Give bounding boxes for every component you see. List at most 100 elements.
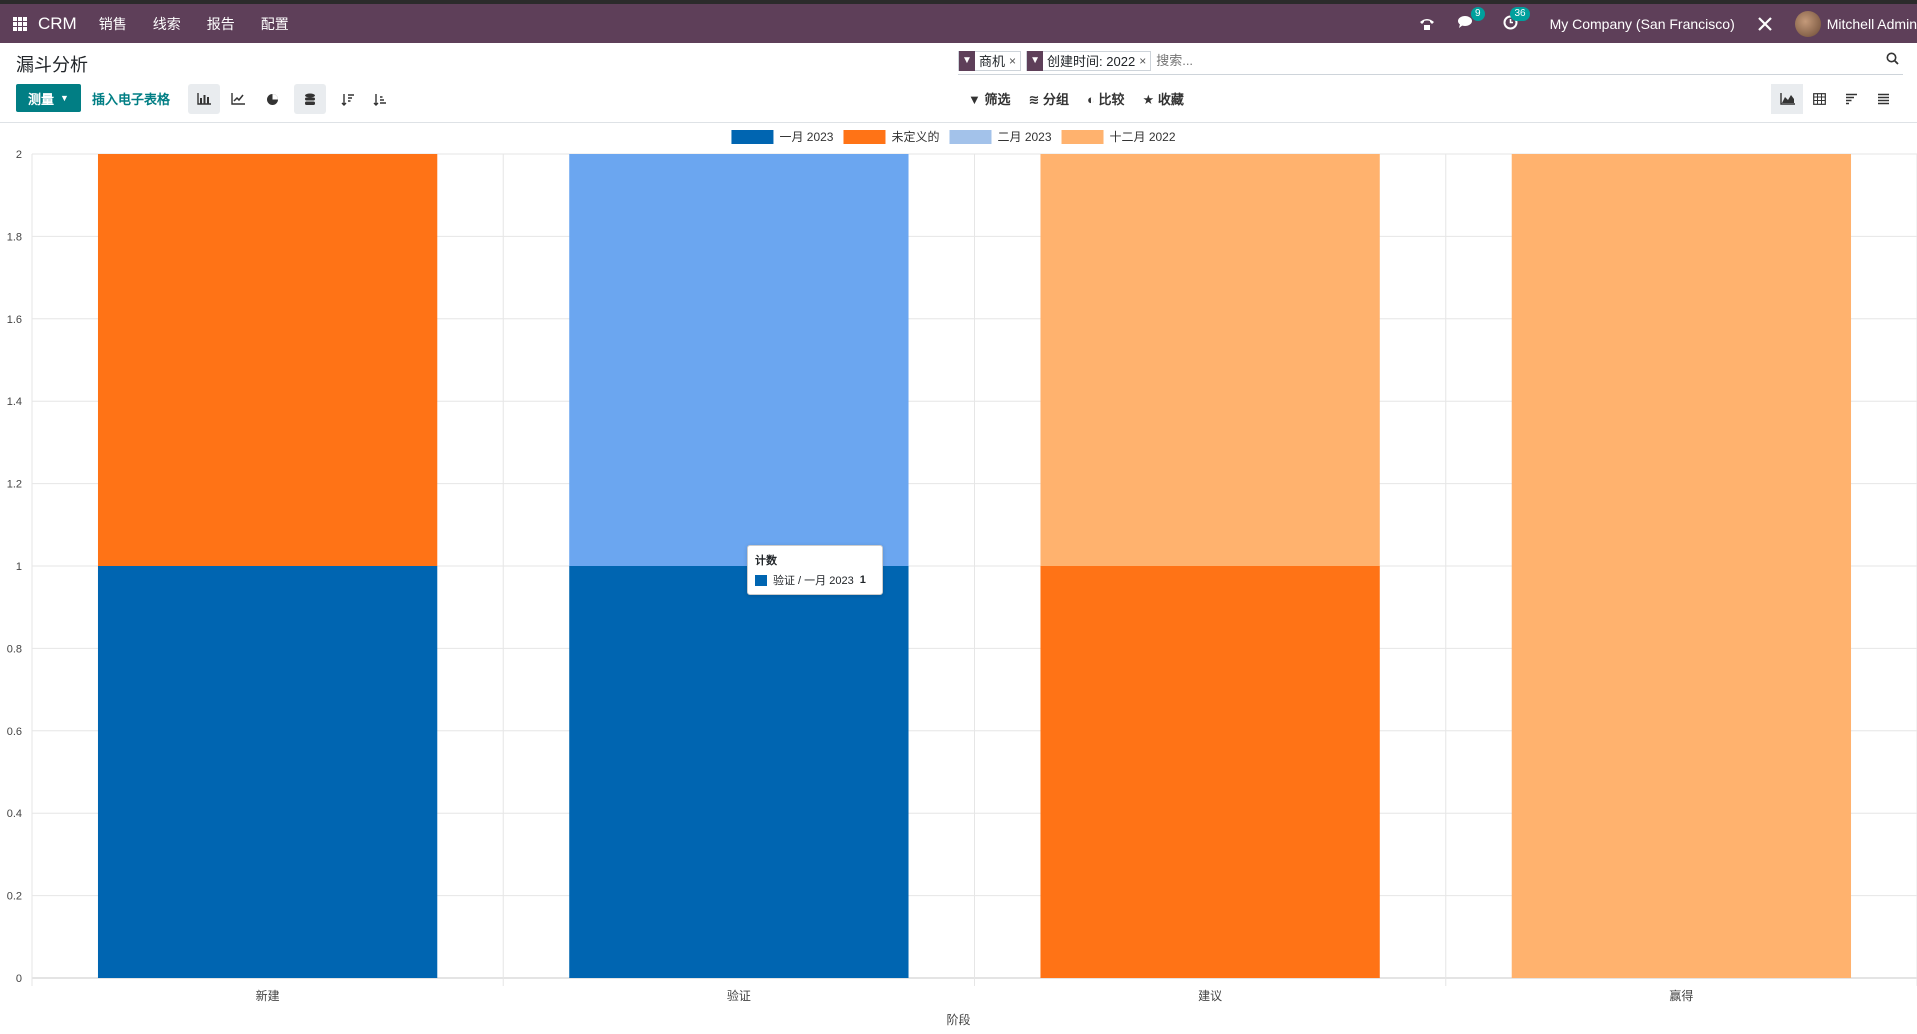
- sort-ascending-button[interactable]: [364, 84, 396, 114]
- y-tick-label: 1.2: [7, 479, 22, 491]
- y-tick-label: 0: [16, 973, 22, 985]
- search-facet-created[interactable]: ▼ 创建时间: 2022 ×: [1026, 50, 1152, 71]
- y-tick-label: 1: [16, 561, 22, 573]
- x-tick-label: 建议: [1198, 989, 1222, 1003]
- filter-toggle[interactable]: ▼ 筛选: [968, 91, 1011, 107]
- layers-icon: ≋: [1028, 91, 1040, 107]
- measure-label: 测量: [28, 91, 55, 107]
- menu-leads[interactable]: 线索: [152, 15, 181, 32]
- y-tick-label: 2: [16, 149, 22, 161]
- legend-swatch[interactable]: [1061, 130, 1104, 144]
- legend-swatch[interactable]: [843, 130, 886, 144]
- graph-area: 0 0.2 0.4 0.6 0.8 1 1.2 1.4 1.6 1.8 2 新建 验证 建议 赢得 阶段 一月 …: [0, 123, 1917, 1029]
- chart-bar[interactable]: [97, 566, 438, 978]
- caret-down-icon: ▼: [60, 93, 69, 103]
- menu-configuration[interactable]: 配置: [260, 15, 289, 32]
- pivot-view-button[interactable]: [1803, 84, 1835, 114]
- sort-descending-button[interactable]: [332, 84, 364, 114]
- list-view-button[interactable]: [1867, 84, 1899, 114]
- company-switcher[interactable]: My Company (San Francisco): [1549, 15, 1735, 32]
- messages-button[interactable]: 9: [1457, 7, 1485, 32]
- search-icon[interactable]: [1886, 52, 1899, 70]
- chart-bar[interactable]: [569, 154, 909, 566]
- chart-bar[interactable]: [1511, 154, 1852, 978]
- favorites-toggle[interactable]: ★ 收藏: [1143, 89, 1184, 108]
- tooltip-value: 1: [859, 574, 866, 586]
- remove-facet-icon[interactable]: ×: [1139, 53, 1147, 68]
- x-tick-label: 赢得: [1669, 988, 1693, 1003]
- debug-tools-icon[interactable]: [1757, 16, 1773, 32]
- control-panel: 漏斗分析 ▼ 商机 × ▼ 创建时间: 2022 × 测量 ▼ 插入电子表格: [0, 43, 1917, 123]
- y-tick-label: 0.4: [7, 808, 22, 820]
- y-tick-label: 0.8: [7, 643, 22, 655]
- graph-view-button[interactable]: [1771, 84, 1803, 114]
- x-tick-label: 新建: [256, 988, 280, 1003]
- stacked-button[interactable]: [294, 84, 326, 114]
- y-tick-label: 1.6: [7, 314, 22, 326]
- cohort-view-button[interactable]: [1835, 84, 1867, 114]
- pie-chart-button[interactable]: [256, 84, 288, 114]
- line-chart-icon: [231, 93, 245, 105]
- group-by-toggle[interactable]: ≋ 分组: [1029, 89, 1070, 108]
- sort-desc-icon: [341, 93, 354, 106]
- chart-bar[interactable]: [1040, 154, 1380, 566]
- avatar: [1794, 10, 1821, 37]
- search-input[interactable]: [1156, 53, 1886, 68]
- x-tick-label: 验证: [727, 988, 751, 1003]
- chart-bar[interactable]: [97, 154, 438, 566]
- cohort-icon: [1845, 93, 1857, 105]
- list-icon: [1877, 93, 1889, 105]
- chart-bar[interactable]: [1040, 566, 1380, 978]
- menu-sales[interactable]: 销售: [98, 15, 127, 32]
- compare-toggle[interactable]: ◐ 比较: [1087, 89, 1125, 108]
- legend-label[interactable]: 二月 2023: [997, 130, 1051, 144]
- y-tick-label: 0.6: [7, 726, 22, 738]
- app-name[interactable]: CRM: [38, 13, 77, 33]
- search-panel-toggles: ▼ 筛选 ≋ 分组 ◐ 比较 ★ 收藏: [968, 84, 1202, 112]
- remove-facet-icon[interactable]: ×: [1009, 53, 1017, 68]
- tooltip-swatch: [755, 574, 767, 586]
- compare-label: 比较: [1098, 91, 1125, 107]
- menu-reporting[interactable]: 报告: [206, 15, 235, 32]
- database-icon: [305, 93, 315, 105]
- filter-icon: ▼: [1027, 50, 1044, 71]
- clock-icon: [1503, 15, 1518, 33]
- legend-label[interactable]: 一月 2023: [779, 130, 833, 144]
- activities-badge: 36: [1510, 6, 1530, 21]
- legend-swatch[interactable]: [731, 130, 774, 144]
- facet-label: 创建时间: 2022: [1047, 54, 1136, 69]
- pie-chart-icon: [266, 93, 278, 105]
- search-facet-opportunity[interactable]: ▼ 商机 ×: [958, 50, 1022, 71]
- view-switcher: [1771, 84, 1899, 114]
- legend-label[interactable]: 十二月 2022: [1110, 130, 1176, 144]
- chat-icon: [1457, 15, 1473, 32]
- facet-label: 商机: [979, 54, 1006, 69]
- apps-menu-icon[interactable]: [13, 16, 27, 31]
- phone-icon[interactable]: [1419, 17, 1435, 31]
- insert-spreadsheet-button[interactable]: 插入电子表格: [92, 91, 171, 107]
- user-name: Mitchell Admin: [1826, 15, 1917, 32]
- page-title: 漏斗分析: [16, 55, 88, 75]
- search-bar: ▼ 商机 × ▼ 创建时间: 2022 ×: [958, 47, 1903, 75]
- activities-button[interactable]: 36: [1503, 6, 1530, 33]
- filter-label: 筛选: [984, 91, 1011, 107]
- legend-swatch[interactable]: [949, 130, 992, 144]
- area-chart-icon: [1779, 93, 1795, 105]
- favorite-label: 收藏: [1157, 91, 1184, 107]
- messages-badge: 9: [1471, 7, 1485, 21]
- tooltip-title: 计数: [755, 555, 777, 567]
- legend-label[interactable]: 未定义的: [891, 129, 939, 144]
- user-menu[interactable]: Mitchell Admin: [1794, 10, 1917, 37]
- line-chart-button[interactable]: [222, 84, 254, 114]
- measure-button[interactable]: 测量 ▼: [16, 84, 81, 112]
- y-tick-label: 1.8: [7, 231, 22, 243]
- chart-tooltip: 计数 验证 / 一月 2023 1: [747, 545, 883, 595]
- bar-chart-button[interactable]: [188, 84, 220, 114]
- y-tick-label: 1.4: [7, 396, 22, 408]
- tooltip-label: 验证 / 一月 2023: [773, 575, 854, 587]
- bar-chart-icon: [197, 93, 211, 105]
- chart-bar[interactable]: [569, 566, 909, 978]
- top-navbar: CRM 销售 线索 报告 配置 9 36 My Company (San Fra…: [0, 0, 1917, 43]
- filter-icon: ▼: [959, 50, 975, 71]
